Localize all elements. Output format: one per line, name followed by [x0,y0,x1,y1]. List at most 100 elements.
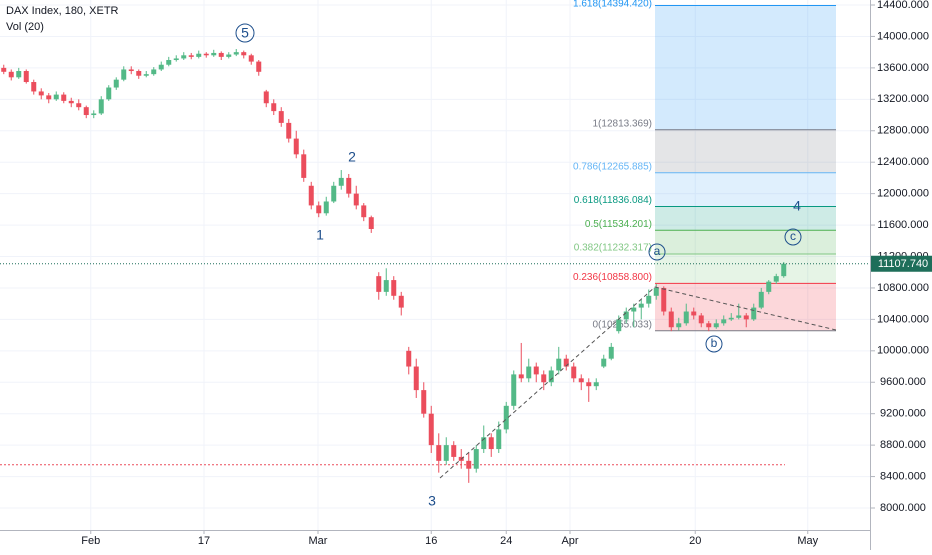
candle-body [211,52,217,56]
fib-band [655,283,836,331]
fib-label: 0.5(11534.201) [585,219,652,230]
candle-body [503,405,509,430]
candle-body [331,185,337,202]
fib-band [655,206,836,231]
candle-body [473,449,479,469]
last-price-label: 11107.740 [878,258,928,270]
candle-body [443,445,449,461]
candle-body [188,55,194,57]
wave-label: 5 [241,25,249,41]
fib-label: 0.786(12265.885) [573,161,652,172]
candle-body [91,113,97,116]
candle-body [226,54,232,57]
fib-label: 1.618(14394.420) [573,0,652,10]
candle-body [23,71,29,83]
y-tick-label: 10400.000 [877,313,929,325]
fib-band [655,172,836,207]
candle-body [203,53,209,56]
wave-label: c [790,229,796,243]
x-tick-label: Apr [561,535,578,547]
candle-body [391,280,397,296]
candle-body [593,382,599,387]
candle-body [563,358,569,367]
candle-body [713,323,719,328]
candle-body [128,69,134,72]
candle-body [488,437,494,450]
candle-body [496,429,502,450]
y-tick-label: 8000.000 [880,502,926,514]
candle-body [98,99,104,114]
candle-body [413,366,419,391]
y-tick-label: 12800.000 [877,125,929,137]
candle-body [338,177,344,186]
fib-band [655,129,836,173]
time-axis-bg [0,530,870,550]
candle-body [323,201,329,214]
candle-body [728,317,734,320]
candle-body [436,445,442,461]
candle-body [683,311,689,324]
candle-body [428,413,434,446]
candle-body [346,177,352,194]
candle-body [736,315,742,318]
x-tick-label: Feb [81,535,100,547]
candle-body [721,319,727,324]
axes: 8000.000 8400.000 8800.000 9200.000 9600.000… [81,0,932,547]
x-tick-label: 24 [500,535,512,547]
candle-body [698,315,704,324]
wave-circle [235,23,255,43]
candle-body [691,311,697,316]
candle-body [308,185,314,206]
candle-body [113,79,119,88]
candle-body [451,445,457,457]
x-tick-label: 16 [425,535,437,547]
candle-body [533,366,539,375]
last-price-tag [871,255,932,272]
candle-body [661,287,667,312]
candle-body [616,319,622,332]
y-tick-label: 8400.000 [880,470,926,482]
grid [0,0,870,530]
candle-body [316,205,322,214]
candle-body [676,323,682,328]
y-tick-label: 11600.000 [877,219,928,231]
candle-body [383,280,389,292]
y-tick-label: 9600.000 [880,376,926,388]
candle-body [773,276,779,282]
fib-band [655,230,836,254]
y-tick-label: 12000.000 [877,188,929,200]
candle-body [481,437,487,450]
indicator-label: Vol (20) [6,21,44,33]
candle-body [68,100,74,104]
fib-label: 0.618(11836.084) [574,195,652,206]
candle-body [586,382,592,387]
candle-body [16,71,22,78]
fib-label: 0.236(10858.800) [573,272,652,283]
candle-body [601,358,607,367]
x-tick-label: May [797,535,818,547]
wave-labels: 5 1 2 3 4 a b c [235,23,802,509]
y-tick-label: 10800.000 [877,282,929,294]
candle-body [196,53,202,57]
candle-body [76,103,82,108]
candle-body [743,315,749,320]
wave-label: 2 [348,149,356,165]
candle-body [233,52,239,55]
candle-body [368,217,374,229]
fib-label: 0.382(11232.317) [574,243,652,254]
candle-body [766,281,772,292]
candle-body [526,366,532,379]
candle-body [61,94,67,101]
candle-body [293,138,299,155]
candle-body [638,303,644,308]
candle-body [136,71,142,76]
candle-body [518,374,524,379]
candle-body [263,91,269,104]
candle-body [271,103,277,112]
candle-body [623,311,629,320]
candle-body [241,52,247,56]
candle-body [8,71,14,78]
fib-band [655,5,836,130]
x-tick-label: 20 [689,535,701,547]
candle-body [631,307,637,312]
